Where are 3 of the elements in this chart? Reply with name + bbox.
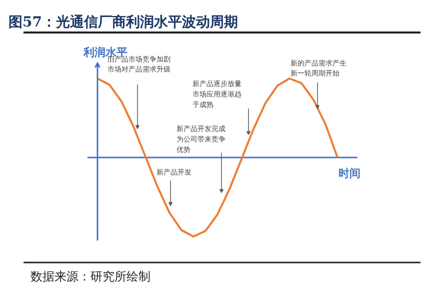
source-note: 数据来源：研究所绘制: [30, 270, 150, 284]
chart-title: 图57：光通信厂商利润水平波动周期: [8, 14, 238, 30]
x-axis-title: 时间: [338, 167, 360, 180]
